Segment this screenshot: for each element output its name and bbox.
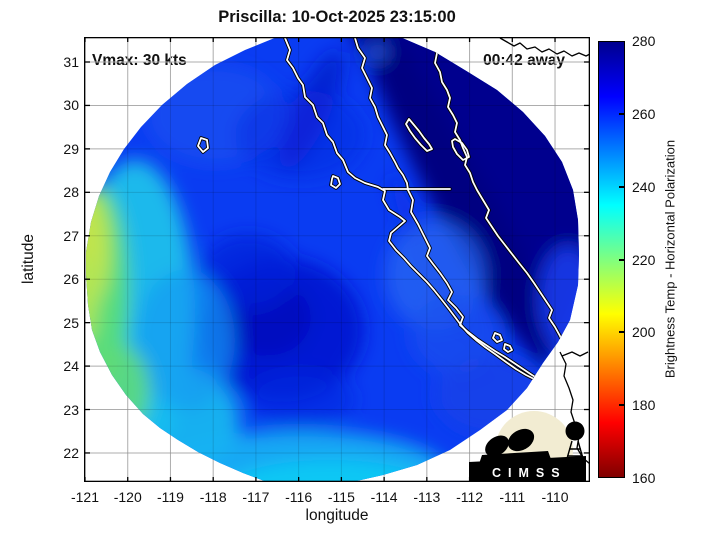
- x-tick-label: -114: [370, 489, 398, 505]
- colorbar-tick-label: 180: [632, 397, 656, 414]
- colorbar-tick-label: 280: [632, 33, 656, 49]
- colorbar-tick-notch: [619, 185, 624, 188]
- y-tick-label: 22: [63, 444, 79, 461]
- y-axis-label: latitude: [20, 234, 37, 284]
- y-tick-label: 31: [63, 54, 79, 70]
- water-tower-icon: [565, 421, 585, 441]
- y-tick-label: 29: [63, 140, 79, 157]
- page-title: Priscilla: 10-Oct-2025 23:15:00: [218, 8, 456, 26]
- y-tick-label: 23: [63, 401, 79, 418]
- y-tick-label: 27: [63, 227, 79, 244]
- x-tick-label: -113: [413, 489, 441, 505]
- colorbar-tick-notch: [619, 112, 624, 115]
- satellite-dish-icon: [485, 435, 509, 457]
- logo-banner: [469, 456, 586, 482]
- colorbar-tick-label: 200: [632, 324, 656, 341]
- satellite-dish-icon: [507, 428, 535, 452]
- x-tick-label: -121: [70, 489, 100, 505]
- plot-border: [84, 37, 590, 482]
- logo-text: CIMSS: [492, 466, 567, 480]
- map-plot: CIMSS: [84, 37, 590, 482]
- time-away-annotation: 00:42 away: [483, 52, 565, 69]
- coastline-estuary-spur: [561, 351, 589, 357]
- y-tick-label: 30: [63, 97, 79, 114]
- colorbar-tick-notch: [619, 331, 624, 334]
- y-tick-label: 24: [63, 358, 79, 375]
- colorbar-tick-notch: [619, 258, 624, 261]
- y-tick-label: 25: [63, 314, 79, 331]
- x-tick-label: -120: [113, 489, 142, 505]
- colorbar-tick-label: 240: [632, 178, 656, 195]
- x-tick-label: -116: [285, 489, 313, 505]
- x-tick-label: -119: [156, 489, 184, 505]
- x-tick-label: -111: [499, 489, 526, 505]
- cimss-logo: CIMSS: [469, 411, 586, 482]
- colorbar-tick-notch: [619, 404, 624, 407]
- x-tick-label: -117: [242, 489, 270, 505]
- y-tick-label: 26: [63, 271, 79, 288]
- x-tick-label: -112: [456, 489, 484, 505]
- colorbar-tick-label: 260: [632, 105, 656, 122]
- x-axis-label: longitude: [305, 507, 369, 524]
- axis-tick-marks: [84, 37, 589, 482]
- y-tick-label: 28: [63, 184, 79, 201]
- x-tick-label: -118: [199, 489, 227, 505]
- x-tick-label: -115: [327, 489, 355, 505]
- coastline-sinaloa-black: [559, 351, 590, 465]
- colorbar-tick-label: 220: [632, 251, 656, 268]
- vmax-annotation: Vmax: 30 kts: [92, 52, 187, 69]
- coastline-sonora-black: [499, 37, 590, 57]
- colorbar-tick-label: 160: [632, 470, 656, 486]
- x-tick-label: -110: [541, 489, 569, 505]
